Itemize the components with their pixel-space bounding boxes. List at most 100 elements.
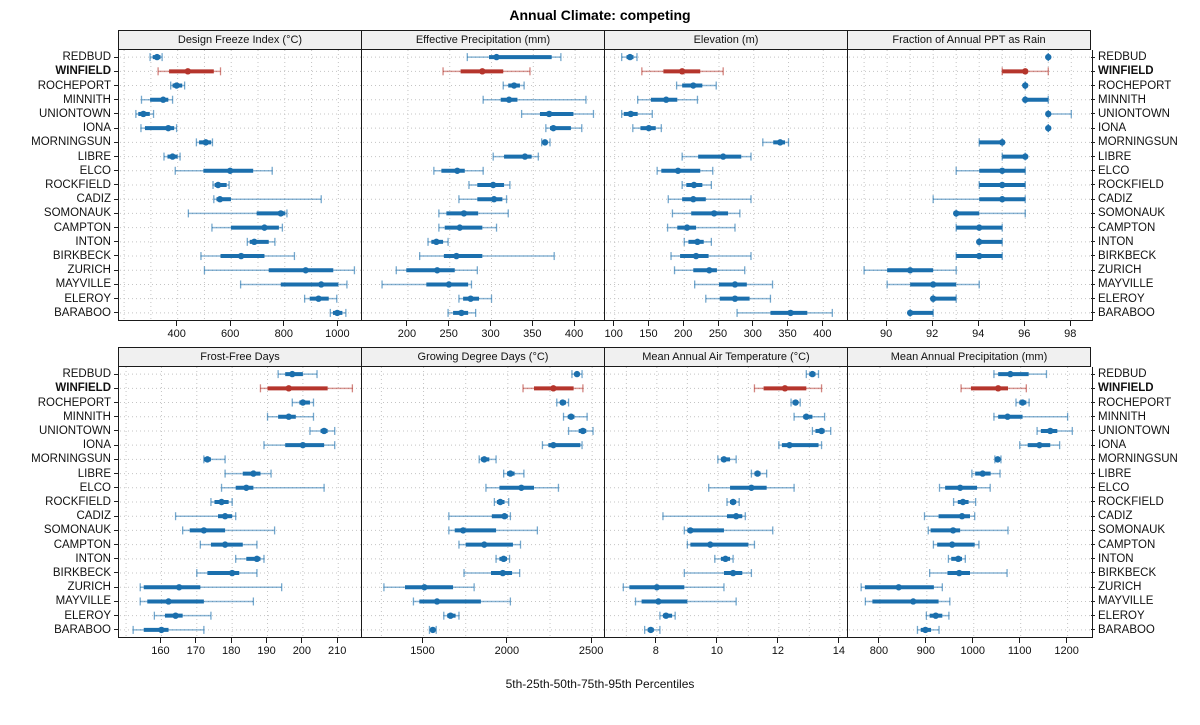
y-axis-tick [114,572,118,574]
y-axis-tick [1091,255,1095,257]
site-label-elco: ELCO [1091,481,1197,495]
site-label-winfield: WINFIELD [1091,64,1197,78]
y-axis-tick [1091,198,1095,200]
x-axis-tick-label: 1500 [410,645,435,657]
panel-plot-design-freeze-index [118,50,364,321]
y-axis-tick [1091,487,1095,489]
x-axis-tick [931,321,933,326]
panel-plot-effective-precipitation [361,50,607,321]
y-axis-tick [1091,416,1095,418]
x-axis-tick [777,638,779,643]
site-label-text: UNIONTOWN [39,107,111,120]
x-axis-tick-label: 200 [292,645,312,657]
site-label-inton: INTON [0,552,118,566]
y-axis-tick [114,156,118,158]
x-axis-tick [301,638,303,643]
y-axis-tick [114,127,118,129]
site-label-mayville: MAYVILLE [0,594,118,608]
y-axis-tick [114,402,118,403]
site-label-text: MORNINGSUN [31,136,111,149]
site-label-text: INTON [75,552,111,565]
x-axis-tick-label: 170 [186,645,205,657]
y-axis-tick [1091,558,1095,560]
x-axis-tick-label: 600 [221,328,240,340]
y-axis-tick [1091,444,1095,446]
x-axis-tick-label: 300 [481,328,500,340]
site-label-text: ELCO [1098,164,1130,177]
y-axis-tick [114,615,118,617]
site-label-inton: INTON [0,235,118,249]
site-label-eleroy: ELEROY [1091,608,1197,622]
panel-strip-mean-annual-precipitation: Mean Annual Precipitation (mm) [847,347,1091,367]
site-label-text: MAYVILLE [55,278,111,291]
x-axis-tick-label: 400 [813,328,832,340]
site-label-text: LIBRE [1098,150,1132,163]
x-axis-tick-label: 1100 [1007,645,1032,657]
site-label-text: IONA [1098,439,1127,452]
site-label-text: REDBUD [62,51,111,64]
panel-frost-free-days: Frost-Free Days 160 170 180 190 200 210 [118,347,364,664]
site-label-iona: IONA [1091,438,1197,452]
x-axis-tick-label: 2000 [494,645,520,657]
site-label-text: INTON [1098,235,1134,248]
y-axis-tick [114,198,118,200]
x-axis-tick [821,321,823,326]
site-label-uniontown: UNIONTOWN [1091,424,1197,438]
site-label-rocheport: ROCHEPORT [0,395,118,409]
x-axis-tick [422,638,424,643]
x-axis-tick-label: 200 [397,328,417,340]
site-label-rockfield: ROCKFIELD [0,178,118,192]
x-axis-tick [406,321,408,326]
site-label-text: WINFIELD [1098,65,1154,78]
site-label-baraboo: BARABOO [1091,306,1197,320]
site-label-somonauk: SOMONAUK [0,206,118,220]
site-label-elco: ELCO [0,164,118,178]
panel-axis-design-freeze-index: 400 600 800 1000 [118,321,362,347]
site-label-baraboo: BARABOO [0,623,118,637]
x-axis-tick [159,638,161,643]
site-labels-right: REDBUD WINFIELD ROCHEPORT MINNITH UNIONTOWN I… [1091,30,1197,320]
y-axis-tick [114,487,118,489]
site-label-cadiz: CADIZ [1091,509,1197,523]
y-axis-tick [114,544,118,546]
x-axis-tick-label: 300 [743,328,762,340]
panel-elevation: Elevation (m) 100 150 200 250 300 350 400 [604,30,850,347]
x-axis-tick [717,321,719,326]
site-label-birkbeck: BIRKBECK [1091,249,1197,263]
site-label-text: SOMONAUK [1098,524,1166,537]
x-axis-tick [885,321,887,326]
site-label-cadiz: CADIZ [0,192,118,206]
site-label-iona: IONA [0,438,118,452]
y-axis-tick [1091,387,1095,389]
x-axis-tick-label: 400 [564,328,584,340]
y-axis-tick [114,113,118,115]
y-axis-tick [1091,402,1095,403]
site-label-somonauk: SOMONAUK [1091,206,1197,220]
y-axis-tick [114,141,118,143]
y-axis-tick [1091,170,1095,172]
x-axis-tick-label: 12 [771,645,784,657]
site-label-text: BIRKBECK [1098,249,1157,262]
site-label-cadiz: CADIZ [1091,192,1197,206]
site-label-text: BARABOO [54,623,111,636]
site-label-eleroy: ELEROY [1091,291,1197,305]
site-label-text: BIRKBECK [1098,566,1157,579]
y-axis-tick [1091,572,1095,574]
panel-design-freeze-index: Design Freeze Index (°C) 400 600 800 1000 [118,30,364,347]
site-label-inton: INTON [1091,235,1197,249]
x-axis-tick-label: 350 [778,328,797,340]
site-label-mayville: MAYVILLE [0,277,118,291]
site-label-text: ZURICH [1098,264,1142,277]
site-label-text: WINFIELD [55,65,111,78]
site-label-libre: LIBRE [0,149,118,163]
x-axis-tick-label: 350 [523,328,542,340]
x-axis-tick [716,638,718,643]
site-label-uniontown: UNIONTOWN [0,107,118,121]
site-label-text: ROCHEPORT [37,79,111,92]
site-label-text: SOMONAUK [43,207,111,220]
site-label-text: BARABOO [1098,623,1155,636]
y-axis-tick [114,269,118,271]
x-axis-tick-label: 90 [880,328,893,340]
x-axis-tick-label: 200 [674,328,693,340]
site-label-text: ELEROY [1098,609,1145,622]
